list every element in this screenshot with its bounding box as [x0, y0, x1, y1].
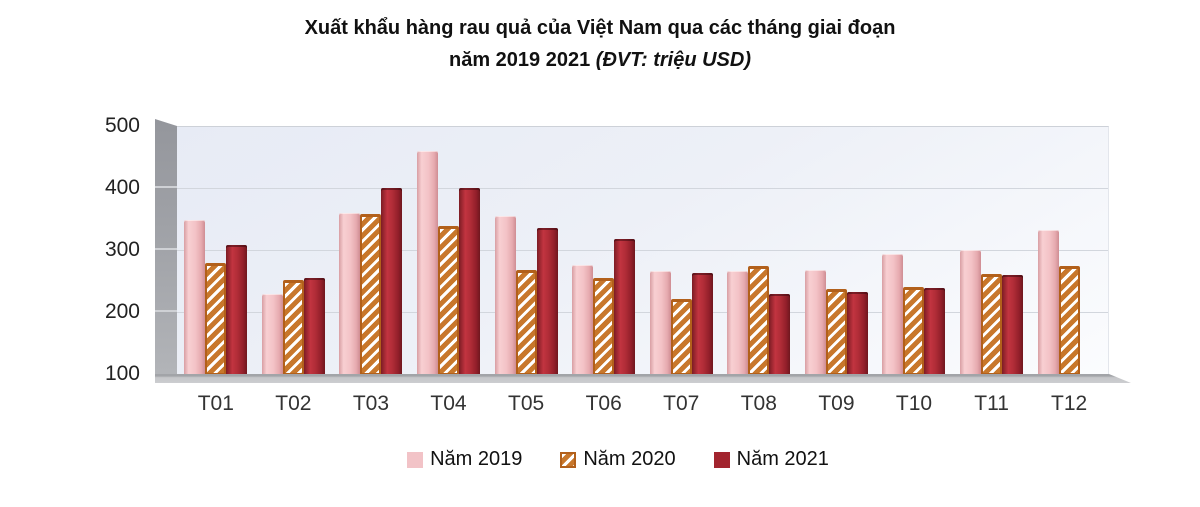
bar-y2020-T06: [593, 277, 615, 375]
x-axis-label-T05: T05: [508, 392, 545, 415]
bar-group-T07: [642, 127, 720, 375]
legend-label-y2020: Năm 2020: [583, 448, 676, 470]
x-axis-label-T08: T08: [740, 392, 777, 415]
bar-y2021-T01: [226, 245, 248, 375]
y-tick-label-200: 200: [104, 300, 140, 323]
chart-title-line1: Xuất khẩu hàng rau quả của Việt Nam qua …: [304, 17, 896, 39]
bar-y2021-T08: [769, 293, 791, 375]
wall-gridline-300: [155, 248, 177, 250]
bar-y2019-T12: [1037, 229, 1059, 375]
bar-y2021-T10: [924, 288, 946, 375]
x-axis-label-T06: T06: [585, 392, 622, 415]
bar-y2020-T11: [981, 273, 1003, 375]
legend-marker-y2021: [713, 451, 730, 468]
legend-label-y2019: Năm 2019: [430, 448, 523, 470]
bar-y2019-T11: [960, 250, 982, 375]
x-axis-label-T09: T09: [818, 392, 855, 415]
legend: Năm 2019 Năm 2020 Năm 2021: [0, 448, 1200, 471]
bar-y2020-T01: [205, 262, 227, 375]
bar-group-T01: [177, 127, 255, 375]
bar-y2020-T08: [748, 265, 770, 375]
x-axis: T01 T02 T03 T04 T05 T06 T07 T08 T09 T10 T11 T12: [177, 392, 1108, 416]
legend-marker-y2020: [560, 451, 577, 468]
x-axis-label-T11: T11: [974, 392, 1009, 415]
bar-y2019-T03: [339, 212, 361, 375]
bar-y2019-T06: [572, 264, 594, 375]
bar-y2021-T04: [459, 187, 481, 375]
wall-gridline-400: [155, 186, 177, 188]
bar-y2020-T04: [438, 226, 460, 375]
wall-gridline-200: [155, 310, 177, 312]
bar-group-T05: [487, 127, 565, 375]
bar-y2020-T09: [825, 289, 847, 375]
bar-y2020-T05: [515, 269, 537, 375]
bar-group-T02: [255, 127, 333, 375]
legend-item-y2021: Năm 2021: [713, 448, 829, 471]
bar-group-T10: [875, 127, 953, 375]
chart-title-unit: (ĐVT: triệu USD): [595, 49, 751, 71]
x-axis-label-T01: T01: [197, 392, 234, 415]
bar-y2020-T07: [670, 299, 692, 375]
y-tick-label-100: 100: [104, 362, 140, 385]
bars-container: [177, 127, 1108, 375]
bar-y2021-T07: [691, 272, 713, 375]
bar-y2021-T11: [1002, 274, 1024, 375]
bar-y2019-T02: [261, 293, 283, 375]
bar-y2019-T08: [727, 271, 749, 375]
x-axis-label-T10: T10: [895, 392, 933, 415]
bar-y2020-T03: [360, 214, 382, 375]
x-axis-label-T03: T03: [352, 392, 390, 415]
legend-label-y2021: Năm 2021: [736, 448, 829, 470]
chart-3d-floor: [155, 374, 1131, 383]
bar-group-T09: [798, 127, 876, 375]
x-axis-label-T02: T02: [275, 392, 312, 415]
x-axis-label-T12: T12: [1051, 392, 1088, 415]
bar-y2019-T05: [494, 216, 516, 375]
bar-group-T06: [565, 127, 643, 375]
bar-y2021-T03: [381, 188, 403, 375]
bar-y2019-T04: [417, 151, 439, 375]
chart-3d-wall: [155, 119, 177, 374]
bar-group-T11: [953, 127, 1031, 375]
chart-title-years: năm 2019 2021: [449, 49, 591, 71]
chart-title: Xuất khẩu hàng rau quả của Việt Nam qua …: [0, 12, 1200, 76]
bar-y2021-T09: [846, 291, 868, 375]
x-axis-label-T04: T04: [430, 392, 467, 415]
bar-group-T04: [410, 127, 488, 375]
bar-y2019-T09: [804, 270, 826, 375]
bar-y2020-T10: [903, 286, 925, 375]
gridline-200: [177, 312, 1108, 313]
x-axis-label-T07: T07: [663, 392, 700, 415]
bar-y2021-T05: [536, 228, 558, 375]
y-tick-label-400: 400: [104, 176, 140, 199]
bar-y2019-T01: [184, 220, 206, 375]
bar-group-T12: [1030, 127, 1108, 375]
legend-item-y2019: Năm 2019: [407, 448, 522, 471]
bar-y2019-T10: [882, 254, 904, 375]
gridline-400: [177, 188, 1108, 189]
y-axis: 100 200 300 400 500: [60, 115, 140, 385]
bar-group-T08: [720, 127, 798, 375]
legend-marker-y2019: [407, 451, 424, 468]
bar-group-T03: [332, 127, 410, 375]
y-tick-label-300: 300: [104, 238, 140, 261]
bar-y2020-T12: [1058, 265, 1080, 375]
gridline-300: [177, 250, 1108, 251]
legend-item-y2020: Năm 2020: [560, 448, 676, 471]
chart-title-line2: năm 2019 2021 (ĐVT: triệu USD): [0, 44, 1200, 76]
bar-y2020-T02: [282, 279, 304, 375]
plot-area: [177, 126, 1109, 375]
y-tick-label-500: 500: [104, 114, 140, 137]
bar-y2021-T02: [303, 278, 325, 375]
bar-y2021-T06: [614, 238, 636, 375]
bar-y2019-T07: [649, 271, 671, 375]
